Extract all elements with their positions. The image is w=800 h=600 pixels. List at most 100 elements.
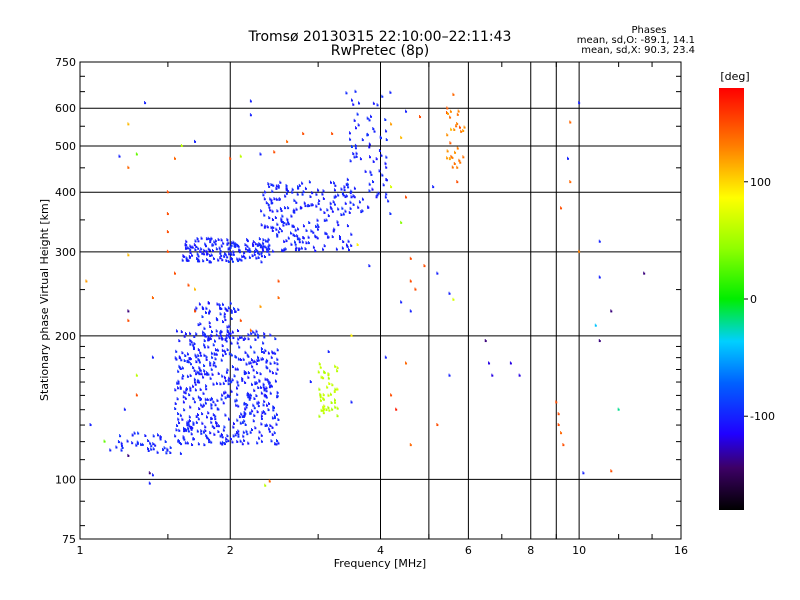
data-point	[263, 335, 266, 339]
data-point	[272, 405, 275, 409]
data-point	[193, 400, 196, 404]
data-point	[322, 408, 325, 412]
data-point	[361, 197, 364, 201]
data-point	[326, 385, 329, 389]
data-point	[459, 160, 462, 164]
data-point	[226, 328, 229, 332]
data-point	[423, 264, 426, 268]
data-point	[232, 425, 235, 429]
data-point	[269, 197, 272, 201]
data-point	[318, 387, 321, 391]
data-point	[218, 336, 221, 340]
data-point	[202, 375, 205, 379]
data-point	[227, 378, 230, 382]
data-point	[350, 195, 353, 199]
data-point	[214, 417, 217, 421]
data-point	[350, 243, 353, 247]
data-point	[226, 394, 229, 398]
data-point	[273, 197, 276, 201]
data-point	[200, 236, 203, 240]
data-point	[321, 192, 324, 196]
data-point	[336, 220, 339, 224]
data-point	[376, 103, 379, 107]
data-point	[192, 437, 195, 441]
data-point	[203, 252, 206, 256]
data-point	[260, 357, 263, 361]
data-point	[249, 430, 252, 434]
data-point	[264, 348, 267, 352]
data-point	[327, 376, 330, 380]
data-point	[257, 255, 260, 259]
data-point	[366, 133, 369, 137]
data-point	[263, 254, 266, 258]
data-point	[166, 447, 169, 451]
data-point	[331, 383, 334, 387]
x-tick-label: 10	[572, 544, 586, 557]
data-point	[337, 193, 340, 197]
data-point	[277, 417, 280, 421]
data-point	[241, 414, 244, 418]
data-point	[164, 439, 167, 443]
data-point	[329, 392, 332, 396]
data-point	[322, 376, 325, 380]
data-point	[335, 247, 338, 251]
data-point	[151, 473, 154, 477]
data-point	[290, 242, 293, 246]
data-point	[285, 191, 288, 195]
data-point	[257, 355, 260, 359]
data-point	[259, 152, 262, 156]
data-point	[357, 205, 360, 209]
data-point	[197, 348, 200, 352]
data-point	[215, 333, 218, 337]
data-point	[369, 170, 372, 174]
data-point	[284, 247, 287, 251]
data-point	[265, 389, 268, 393]
data-point	[266, 249, 269, 253]
data-point	[135, 393, 138, 397]
data-point	[176, 423, 179, 427]
data-point	[221, 302, 224, 306]
data-point	[323, 370, 326, 374]
data-point	[346, 177, 349, 181]
data-point	[316, 218, 319, 222]
data-point	[194, 287, 197, 291]
data-point	[221, 344, 224, 348]
data-point	[348, 131, 351, 135]
data-point	[598, 339, 601, 343]
data-point	[409, 309, 412, 313]
data-point	[317, 201, 320, 205]
data-point	[569, 120, 572, 124]
data-point	[372, 127, 375, 131]
data-point	[211, 355, 214, 359]
data-point	[242, 337, 245, 341]
data-point	[280, 217, 283, 221]
data-point	[244, 243, 247, 247]
data-point	[255, 362, 258, 366]
data-point	[232, 252, 235, 256]
data-point	[333, 195, 336, 199]
data-point	[257, 333, 260, 337]
data-point	[187, 429, 190, 433]
data-point	[209, 398, 212, 402]
data-point	[183, 427, 186, 431]
data-point	[186, 352, 189, 356]
data-point	[276, 367, 279, 371]
data-point	[370, 114, 373, 118]
data-point	[368, 142, 371, 146]
data-point	[239, 318, 242, 322]
data-point	[232, 336, 235, 340]
data-point	[277, 279, 280, 283]
data-point	[253, 359, 256, 363]
data-points	[85, 89, 646, 487]
data-point	[260, 243, 263, 247]
data-point	[269, 361, 272, 365]
data-point	[330, 400, 333, 404]
data-point	[318, 414, 321, 418]
data-point	[181, 366, 184, 370]
data-point	[325, 218, 328, 222]
data-point	[237, 307, 240, 311]
data-point	[456, 165, 459, 169]
data-point	[205, 306, 208, 310]
data-point	[140, 442, 143, 446]
data-point	[247, 249, 250, 253]
